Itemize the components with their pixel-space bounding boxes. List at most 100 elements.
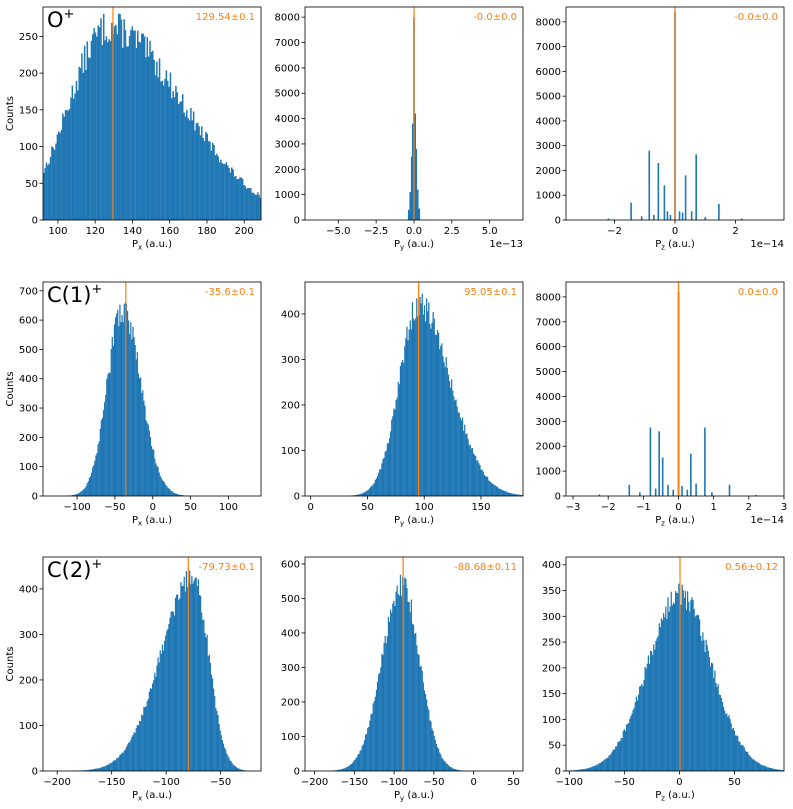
histogram-bar [394,606,396,771]
histogram-bar [122,47,124,220]
histogram-bar [198,595,201,771]
histogram-bar [492,483,494,496]
histogram-bar [728,484,731,496]
histogram-bar [184,116,187,220]
histogram-bar [660,618,663,771]
x-tick-label: −50 [104,502,125,513]
histogram-bar [591,767,593,771]
histogram-bar [248,187,251,220]
histogram-bar [348,765,350,771]
histogram-bar [653,644,655,771]
x-axis-label: Px (a.u.) [132,790,172,803]
histogram-bar [100,767,103,771]
y-tick-label: 400 [281,309,300,320]
x-axis-label: Px (a.u.) [132,515,172,528]
histogram-bar [153,449,155,496]
histogram-bar [514,494,516,496]
histogram-bar [595,765,597,771]
histogram-bar [166,630,168,771]
histogram-bar [380,667,382,771]
histogram-bar [92,769,94,771]
y-tick-label: 200 [19,675,38,686]
histogram-bar [225,749,227,771]
histogram-bar [606,758,608,771]
histogram-bar [214,155,217,220]
y-tick-label: 1000 [536,191,561,202]
histogram-bar [423,690,426,771]
histogram-bar [183,112,185,220]
histogram-bar [90,40,93,220]
histogram-bar [381,463,383,496]
histogram-bar [683,597,685,771]
histogram-bar [137,373,140,496]
histogram-bar [404,577,406,771]
histogram-bar [62,113,64,220]
histogram-bar [186,110,188,220]
histogram-bar [629,718,631,771]
histogram-bar [493,485,495,496]
x-offset-text: 1e−13 [489,239,523,250]
histogram-bar [186,587,189,771]
y-tick-label: 250 [19,32,38,43]
histogram-bar [403,585,405,771]
histogram-bar [452,768,454,771]
histogram-bar [231,167,233,220]
histogram-bar [765,766,767,771]
histogram-bar [148,691,150,771]
histogram-bar [589,767,592,771]
histogram-bar [380,469,382,496]
histogram-bar [682,590,684,771]
histogram-bar [447,374,450,496]
histogram-bar [89,57,91,220]
histogram-bar [718,694,720,771]
histogram-bar [718,203,720,220]
histogram-bar [726,713,728,771]
histogram-bar [654,649,656,771]
histogram-bar [337,769,339,771]
histogram-bar [354,759,356,771]
histogram-bar [666,618,668,771]
histogram-bar [358,753,360,771]
histogram-bar [717,684,719,771]
histogram-bar [199,135,202,220]
histogram-bar [390,431,392,496]
y-tick-label: 100 [19,142,38,153]
histogram-bar [767,767,769,771]
histogram-bar [429,323,431,496]
histogram-bar [415,318,417,496]
subplot-3: −2 0 2 0 1000 2000 3000 4000 5000 6000 7000 8000 Pz … [536,6,785,252]
y-axis: 0 100 200 300 400 [281,309,305,503]
histogram-bar [198,126,200,220]
histogram-bar [574,770,576,771]
histogram-bar [384,635,386,771]
histogram-bar [174,493,177,496]
histogram-bar [707,650,709,771]
histogram-bar [168,488,170,496]
histogram-bar [163,640,166,771]
histogram-bar [45,162,48,220]
histogram-bar [184,591,186,771]
y-tick-label: 2000 [536,166,561,177]
x-axis-label: Py (a.u.) [394,239,434,252]
histogram-bar [396,397,398,496]
x-axis: −200 −150 −100 −50 0 50 [301,771,520,788]
subplot-2: −5.0 −2.5 0.0 2.5 5.0 0 1000 2000 3000 4000 5000 60… [275,6,524,252]
histogram-bar [720,697,723,771]
histogram-bar [392,603,394,771]
histogram-bar [258,194,260,220]
histogram-bar [411,623,414,771]
histogram-bar [390,609,392,771]
histogram-bar [423,305,426,496]
histogram-bar [102,409,105,496]
x-tick-label: −150 [98,777,125,788]
histogram-bar [518,494,520,496]
histogram-bar [147,56,150,220]
histogram-bar [157,657,159,771]
histogram-bar [216,710,218,771]
histogram-bar [420,303,422,496]
histogram-bar [659,627,661,771]
histogram-bars [347,293,524,496]
x-offset-text: 1e−14 [750,515,784,526]
histogram-bar [173,96,176,220]
histogram-bar [126,744,129,771]
